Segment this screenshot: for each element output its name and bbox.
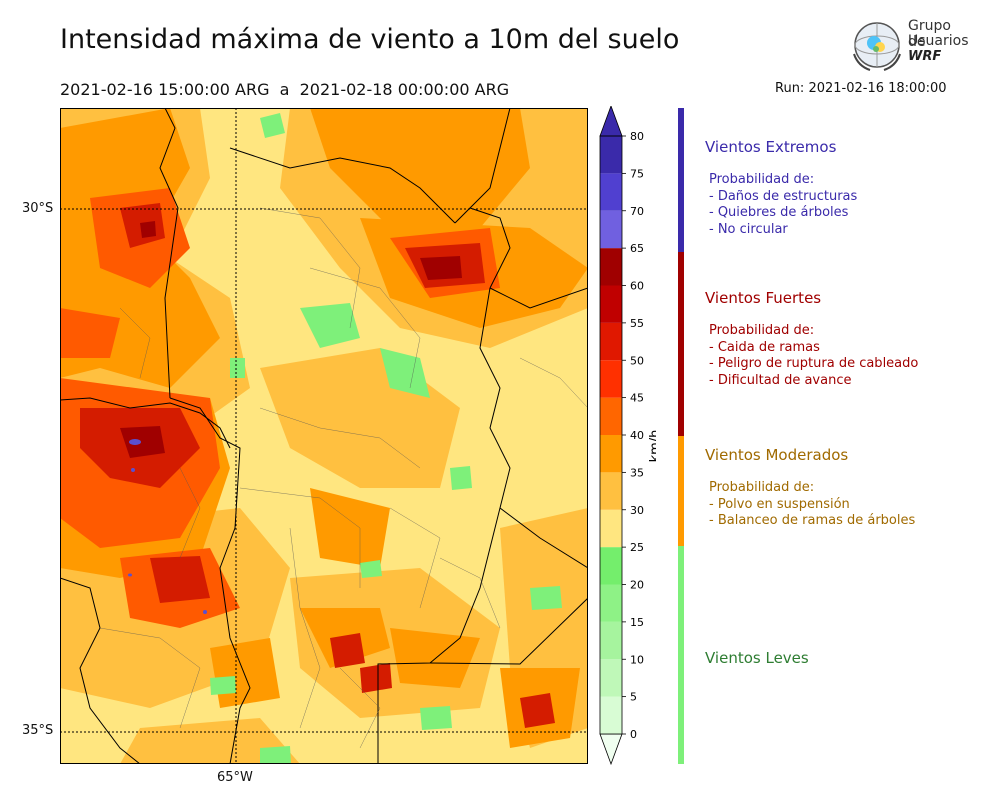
run-time: Run: 2021-02-16 18:00:00	[775, 81, 947, 96]
legend-description-line: - Daños de estructuras	[709, 188, 858, 204]
legend-description-line: - Balanceo de ramas de árboles	[709, 513, 916, 528]
colorbar-bin-max	[599, 106, 623, 137]
lat-label-35s: 35°S	[22, 723, 54, 738]
colorbar-bin	[600, 285, 622, 323]
colorbar-tick-label: 5	[630, 691, 637, 704]
forecast-period: 2021-02-16 15:00:00 ARG a 2021-02-18 00:…	[60, 80, 510, 99]
colorbar-tick-label: 0	[630, 728, 637, 741]
colorbar-tick-label: 40	[630, 429, 644, 442]
legend-description-line: - Dificultad de avance	[709, 372, 852, 388]
band-60-65	[120, 221, 462, 458]
colorbar-bin	[600, 509, 622, 548]
colorbar-tick-label: 10	[630, 653, 644, 666]
colorbar-bin	[600, 435, 622, 473]
colorbar-unit-label: km/h	[648, 430, 656, 463]
colorbar-tick-label: 45	[630, 392, 644, 405]
page-title: Intensidad máxima de viento a 10m del su…	[60, 24, 680, 55]
colorbar-bin	[600, 248, 622, 286]
legend-color-bar	[678, 546, 684, 764]
globe-logo-icon	[853, 22, 901, 71]
logo-text-line3: WRF	[908, 49, 942, 64]
logo-text-line2: Usuarios	[908, 33, 969, 49]
colorbar-tick-label: 80	[630, 130, 644, 143]
colorbar-tick-label: 65	[630, 242, 644, 255]
legend-color-bar	[678, 436, 684, 546]
colorbar-bin	[600, 173, 622, 211]
colorbar-tick-label: 35	[630, 466, 644, 479]
wind-map	[60, 108, 588, 764]
legend-category-description: Probabilidad de: - Polvo en suspensión - B…	[709, 480, 915, 530]
colorbar-tick-label: 25	[630, 541, 644, 554]
colorbar-bin	[600, 397, 622, 435]
legend-category-title: Vientos Leves	[705, 649, 809, 667]
legend-color-bar	[678, 108, 684, 252]
logo-text-line1: Grupo de	[908, 18, 951, 50]
legend-category-description: Probabilidad de: - Caida de ramas - Peligr…	[709, 323, 918, 389]
legend-description-line: Probabilidad de:	[709, 323, 815, 338]
lat-label-30s: 30°S	[22, 201, 54, 216]
graticule	[60, 108, 588, 764]
colorbar-bin	[600, 584, 622, 622]
colorbar-tick-label: 50	[630, 354, 644, 367]
legend-category-title: Vientos Fuertes	[705, 289, 822, 307]
colorbar-bin	[600, 472, 622, 510]
colorbar-bin	[600, 659, 622, 697]
colorbar: 0 5 10 15 20 25 30 35 40 45 50 55 60 65 70 75 80 km/h	[599, 106, 656, 766]
colorbar-bin	[600, 621, 622, 660]
legend-category-title: Vientos Extremos	[705, 138, 837, 156]
department-boundaries	[99, 207, 588, 749]
colorbar-bin	[600, 322, 622, 361]
colorbar-bin	[600, 360, 622, 398]
colorbar-tick-label: 20	[630, 579, 644, 592]
legend-description-line: - No circular	[709, 221, 788, 237]
legend-description-line: Probabilidad de:	[709, 480, 815, 495]
colorbar-tick-label: 55	[630, 317, 644, 330]
legend-description-line: - Peligro de ruptura de cableado	[709, 356, 919, 371]
colorbar-bin	[600, 136, 622, 174]
legend-description-line: - Polvo en suspensión	[709, 496, 850, 512]
colorbar-tick-label: 30	[630, 504, 644, 517]
colorbar-bin	[600, 210, 622, 249]
legend-color-bar	[678, 252, 684, 436]
band-20-25	[210, 113, 562, 764]
colorbar-tick-label: 75	[630, 167, 644, 180]
colorbar-bin-min	[599, 733, 623, 766]
band-65-plus	[128, 439, 207, 614]
lon-label-65w: 65°W	[217, 770, 253, 785]
colorbar-tick-label: 60	[630, 280, 644, 293]
legend-description-line: - Quiebres de árboles	[709, 205, 849, 220]
colorbar-bin	[600, 547, 622, 585]
legend-description-line: Probabilidad de:	[709, 172, 815, 187]
legend-category-description: Probabilidad de: - Daños de estructuras - …	[709, 172, 857, 238]
wrf-logo: Grupo de Usuarios WRF	[848, 16, 972, 74]
legend-category-title: Vientos Moderados	[705, 446, 849, 464]
colorbar-tick-label: 70	[630, 205, 644, 218]
colorbar-bin	[600, 696, 622, 734]
legend-description-line: - Caida de ramas	[709, 339, 820, 355]
province-boundaries	[60, 108, 588, 764]
colorbar-tick-label: 15	[630, 616, 644, 629]
